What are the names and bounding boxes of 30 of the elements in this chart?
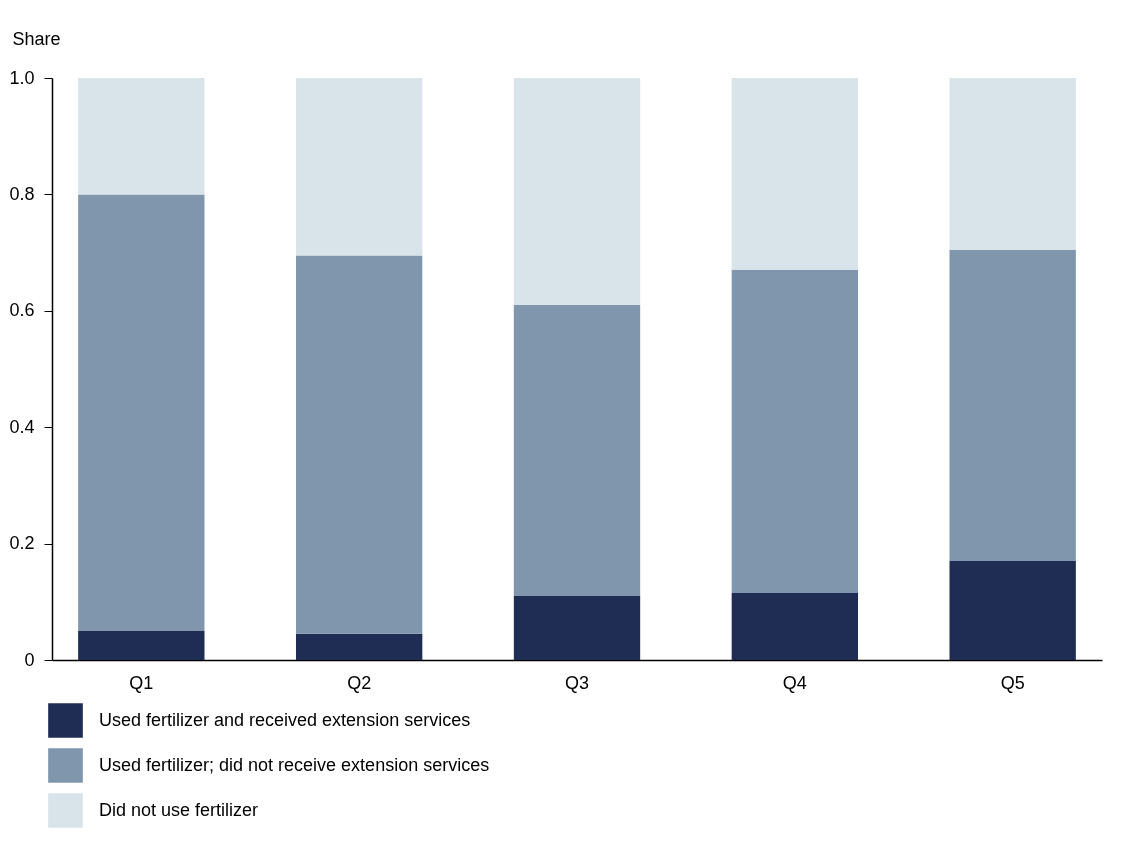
bar [295,255,423,634]
bar [295,633,423,660]
x-tick-label: Q2 [347,672,372,693]
x-tick-label: Q1 [129,672,154,693]
bar [949,78,1076,250]
bar [513,304,641,596]
legend-label: Did not use fertilizer [99,799,259,820]
bar [78,194,205,631]
y-tick-label: 0.6 [9,300,35,321]
bar [731,593,859,660]
y-tick-label: 0 [24,649,35,670]
bar [78,78,205,195]
y-axis-title: Share [12,28,61,49]
y-tick-label: 0.8 [9,183,35,204]
legend-label: Used fertilizer and received extension services [99,709,471,730]
bar [78,630,205,660]
bar [731,78,859,271]
x-tick-label: Q5 [1000,672,1025,693]
legend-label: Used fertilizer; did not receive extension services [99,754,490,775]
bar [513,78,641,305]
bar [513,595,641,660]
y-tick-label: 1.0 [9,67,35,88]
bar [731,270,859,594]
x-tick-label: Q3 [564,672,590,693]
bar [949,249,1076,562]
bar [949,561,1076,660]
bar [295,78,423,256]
x-tick-label: Q4 [782,672,807,693]
y-tick-label: 0.2 [9,533,35,554]
y-tick-label: 0.4 [9,416,35,437]
